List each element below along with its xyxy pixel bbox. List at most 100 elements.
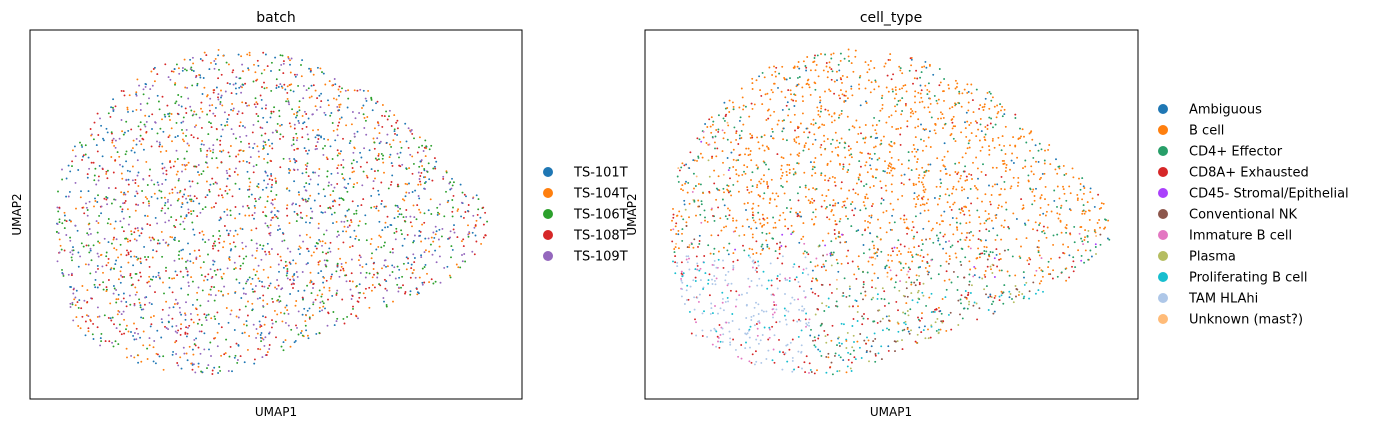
point-cd8a-exhausted — [694, 318, 696, 321]
point-ts-106t — [161, 255, 164, 258]
point-ts-101t — [86, 176, 89, 179]
point-cd4-effector — [717, 128, 720, 131]
point-ts-101t — [356, 160, 358, 163]
point-b-cell — [735, 169, 737, 171]
point-ts-101t — [199, 76, 202, 79]
point-b-cell — [845, 339, 848, 342]
point-b-cell — [927, 220, 930, 223]
point-b-cell — [710, 234, 713, 237]
point-b-cell — [927, 328, 929, 331]
point-ts-104t — [220, 275, 223, 278]
point-b-cell — [915, 341, 918, 344]
point-ambiguous — [1042, 212, 1045, 215]
point-b-cell — [833, 80, 836, 83]
point-ts-109t — [120, 313, 123, 316]
point-tam-hlahi — [721, 327, 724, 330]
point-ts-104t — [265, 86, 268, 89]
point-proliferating-b-cell — [1034, 292, 1037, 295]
point-b-cell — [1021, 128, 1024, 131]
point-ts-104t — [318, 168, 321, 170]
point-ts-109t — [255, 242, 258, 245]
point-ts-104t — [133, 322, 135, 325]
point-conventional-nk — [685, 225, 688, 227]
point-ts-108t — [261, 86, 263, 88]
point-ts-109t — [277, 263, 280, 266]
point-ts-104t — [202, 233, 205, 236]
point-ts-108t — [92, 322, 95, 325]
point-proliferating-b-cell — [921, 291, 924, 294]
point-conventional-nk — [821, 283, 824, 286]
point-ts-104t — [314, 89, 317, 92]
point-b-cell — [983, 273, 986, 276]
point-ts-101t — [327, 99, 329, 102]
point-b-cell — [909, 251, 912, 254]
point-b-cell — [841, 205, 844, 208]
point-ts-101t — [345, 187, 348, 190]
point-ts-106t — [357, 224, 360, 227]
point-cd4-effector — [699, 183, 702, 186]
point-ts-106t — [306, 284, 309, 287]
point-b-cell — [960, 232, 963, 235]
point-ts-109t — [73, 287, 75, 290]
point-ts-108t — [419, 175, 422, 177]
point-ts-108t — [290, 283, 293, 286]
point-ts-109t — [358, 112, 361, 114]
point-ts-109t — [306, 165, 308, 168]
point-ts-104t — [79, 196, 82, 199]
point-b-cell — [928, 111, 931, 114]
point-immature-b-cell — [868, 256, 871, 259]
point-ts-101t — [238, 188, 241, 190]
point-ts-104t — [351, 280, 354, 283]
point-ts-104t — [305, 233, 308, 236]
point-b-cell — [827, 189, 830, 191]
point-b-cell — [976, 188, 979, 191]
point-b-cell — [915, 274, 918, 277]
point-ts-109t — [62, 273, 65, 276]
point-b-cell — [913, 148, 916, 150]
point-ts-108t — [156, 73, 159, 76]
point-ts-101t — [346, 209, 349, 212]
point-b-cell — [834, 202, 837, 205]
point-ts-104t — [419, 211, 422, 214]
point-b-cell — [777, 195, 780, 198]
point-b-cell — [864, 294, 867, 297]
point-ts-106t — [125, 120, 128, 123]
point-cd8a-exhausted — [852, 318, 855, 320]
point-ts-104t — [381, 267, 383, 270]
point-b-cell — [890, 114, 893, 117]
point-ts-109t — [257, 264, 260, 267]
point-b-cell — [1014, 145, 1017, 148]
point-ts-108t — [368, 286, 371, 289]
point-ts-109t — [67, 273, 70, 276]
point-cd8a-exhausted — [977, 238, 980, 241]
point-ts-109t — [213, 60, 216, 62]
point-ambiguous — [929, 163, 932, 166]
point-ts-109t — [198, 330, 201, 333]
point-b-cell — [735, 132, 738, 135]
point-cd4-effector — [876, 235, 878, 238]
point-b-cell — [790, 93, 792, 96]
point-cd4-effector — [715, 187, 718, 190]
point-ts-109t — [182, 346, 185, 349]
point-ts-106t — [182, 275, 185, 278]
point-ambiguous — [876, 254, 879, 257]
point-ts-101t — [237, 53, 240, 56]
point-ts-104t — [219, 188, 222, 191]
point-cd4-effector — [743, 249, 746, 252]
point-b-cell — [838, 94, 840, 97]
point-ts-108t — [282, 60, 285, 63]
point-plasma — [821, 302, 824, 305]
point-ts-104t — [438, 212, 441, 215]
point-cd8a-exhausted — [778, 338, 780, 341]
point-b-cell — [954, 79, 957, 82]
point-cd4-effector — [862, 317, 865, 320]
point-ts-101t — [277, 86, 280, 88]
point-ts-104t — [210, 317, 213, 320]
point-ts-104t — [273, 206, 276, 209]
point-cd8a-exhausted — [903, 214, 906, 217]
point-cd4-effector — [835, 300, 838, 303]
point-tam-hlahi — [758, 320, 761, 323]
point-ts-108t — [172, 165, 175, 168]
point-ts-109t — [288, 103, 291, 106]
point-ts-108t — [97, 134, 100, 136]
